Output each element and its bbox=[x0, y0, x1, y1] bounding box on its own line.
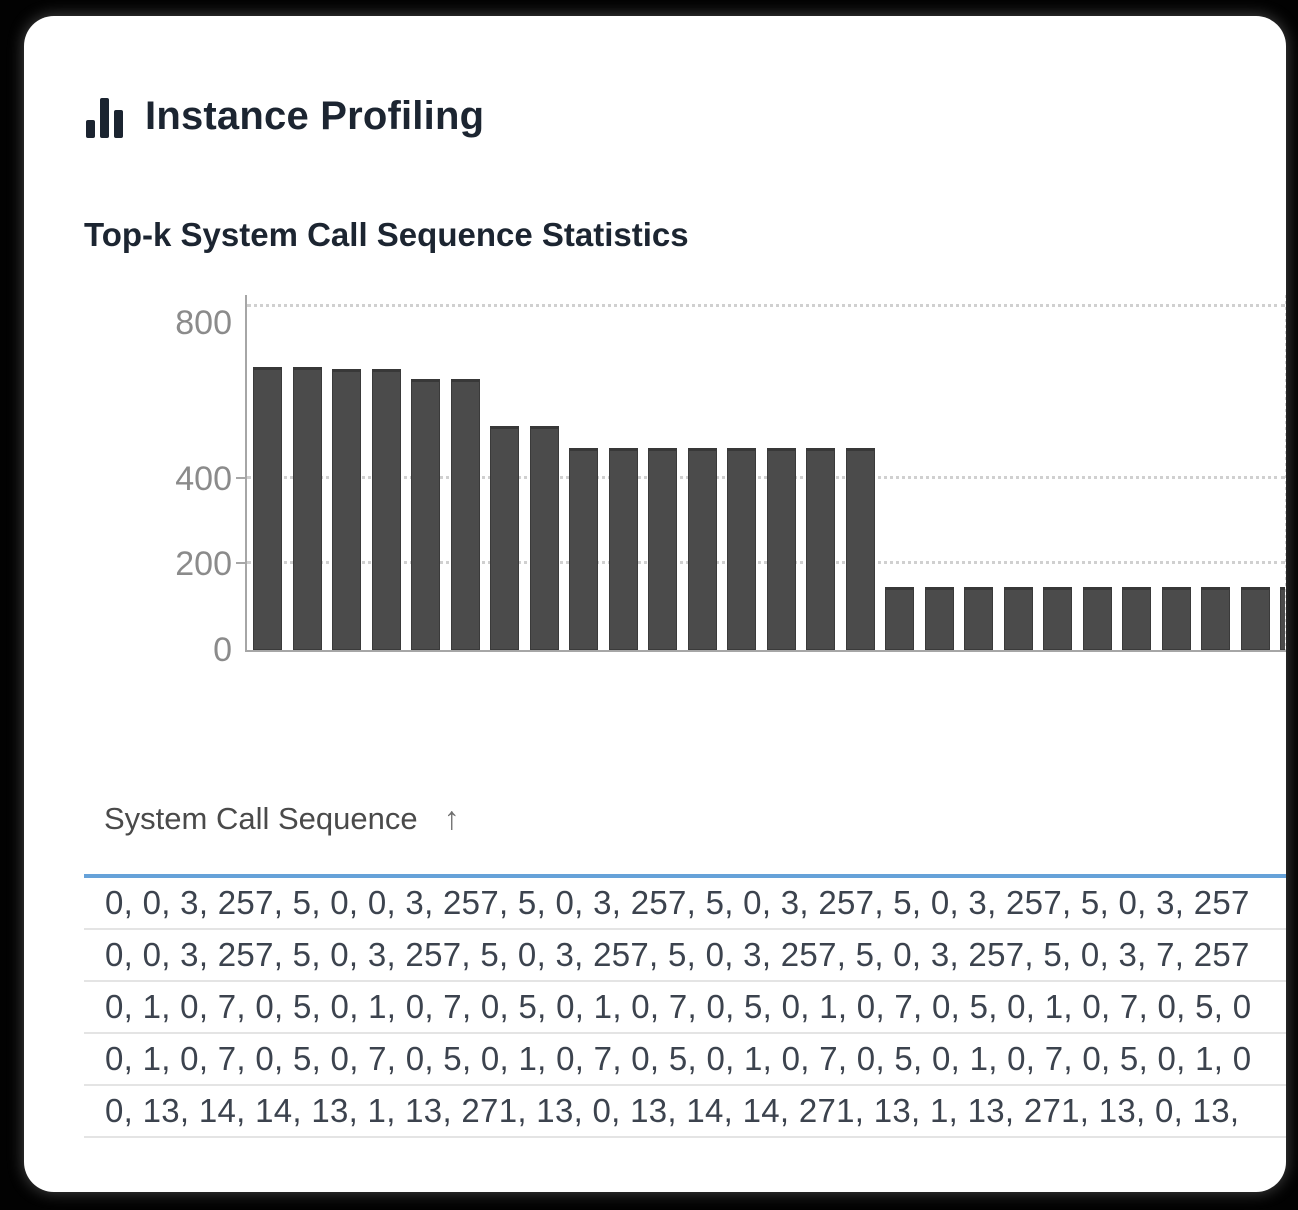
y-axis-label-0: 0 bbox=[213, 631, 232, 669]
gridline-400 bbox=[247, 475, 1285, 479]
table-row[interactable]: 0, 1, 0, 7, 0, 5, 0, 7, 0, 5, 0, 1, 0, 7… bbox=[84, 1034, 1286, 1086]
plot-area bbox=[245, 295, 1286, 652]
y-axis: 0 200 400 800 bbox=[24, 295, 245, 667]
table-row[interactable]: 0, 0, 3, 257, 5, 0, 3, 257, 5, 0, 3, 257… bbox=[84, 930, 1286, 982]
bar-chart-icon-bar bbox=[114, 110, 123, 138]
bar[interactable] bbox=[1280, 586, 1285, 650]
bar[interactable] bbox=[687, 447, 717, 650]
bar[interactable] bbox=[569, 447, 598, 650]
bar[interactable] bbox=[371, 369, 401, 650]
bar[interactable] bbox=[1122, 586, 1151, 650]
bar-chart-icon-bar bbox=[100, 98, 109, 138]
sequence-table: 0, 0, 3, 257, 5, 0, 0, 3, 257, 5, 0, 3, … bbox=[84, 878, 1286, 1138]
bar[interactable] bbox=[1043, 586, 1072, 650]
bar[interactable] bbox=[490, 426, 519, 650]
bar[interactable] bbox=[450, 379, 480, 650]
table-header-rule bbox=[84, 874, 1286, 878]
bar[interactable] bbox=[332, 369, 361, 650]
bar[interactable] bbox=[924, 586, 954, 650]
page-title: Instance Profiling bbox=[145, 93, 485, 138]
y-axis-label-400: 400 bbox=[175, 459, 232, 498]
bar[interactable] bbox=[766, 447, 796, 650]
bar[interactable] bbox=[806, 447, 835, 650]
bar[interactable] bbox=[1082, 586, 1112, 650]
bar[interactable] bbox=[727, 447, 756, 650]
bar[interactable] bbox=[648, 447, 677, 650]
bar[interactable] bbox=[885, 586, 914, 650]
y-axis-tick bbox=[236, 562, 245, 565]
sort-ascending-icon[interactable]: ↑ bbox=[443, 800, 460, 836]
card-header: Instance Profiling bbox=[86, 92, 484, 140]
bar[interactable] bbox=[292, 367, 322, 650]
gridline-800 bbox=[247, 304, 1285, 307]
gridline-200 bbox=[247, 561, 1285, 565]
bar[interactable] bbox=[529, 426, 559, 650]
bar[interactable] bbox=[964, 586, 993, 650]
table-header: System Call Sequence ↑ bbox=[104, 800, 460, 837]
y-axis-label-800: 800 bbox=[175, 304, 232, 342]
bar-chart-icon-bar bbox=[86, 120, 95, 138]
chart-title: Top-k System Call Sequence Statistics bbox=[84, 216, 689, 253]
bar[interactable] bbox=[1003, 586, 1033, 650]
bar[interactable] bbox=[411, 379, 440, 650]
bar[interactable] bbox=[1161, 586, 1191, 650]
table-row[interactable]: 0, 1, 0, 7, 0, 5, 0, 1, 0, 7, 0, 5, 0, 1… bbox=[84, 982, 1286, 1034]
y-axis-label-200: 200 bbox=[175, 545, 232, 584]
table-row[interactable]: 0, 13, 14, 14, 13, 1, 13, 271, 13, 0, 13… bbox=[84, 1086, 1286, 1138]
bar[interactable] bbox=[1240, 586, 1270, 650]
bar[interactable] bbox=[253, 367, 282, 650]
bar[interactable] bbox=[845, 447, 875, 650]
table-row[interactable]: 0, 0, 3, 257, 5, 0, 0, 3, 257, 5, 0, 3, … bbox=[84, 878, 1286, 930]
instance-profiling-card: Instance Profiling Top-k System Call Seq… bbox=[24, 16, 1286, 1192]
y-axis-tick bbox=[236, 476, 245, 479]
column-header-system-call-sequence[interactable]: System Call Sequence bbox=[104, 800, 418, 836]
bar-chart-icon bbox=[86, 92, 123, 140]
bar[interactable] bbox=[1201, 586, 1230, 650]
bar[interactable] bbox=[608, 447, 638, 650]
